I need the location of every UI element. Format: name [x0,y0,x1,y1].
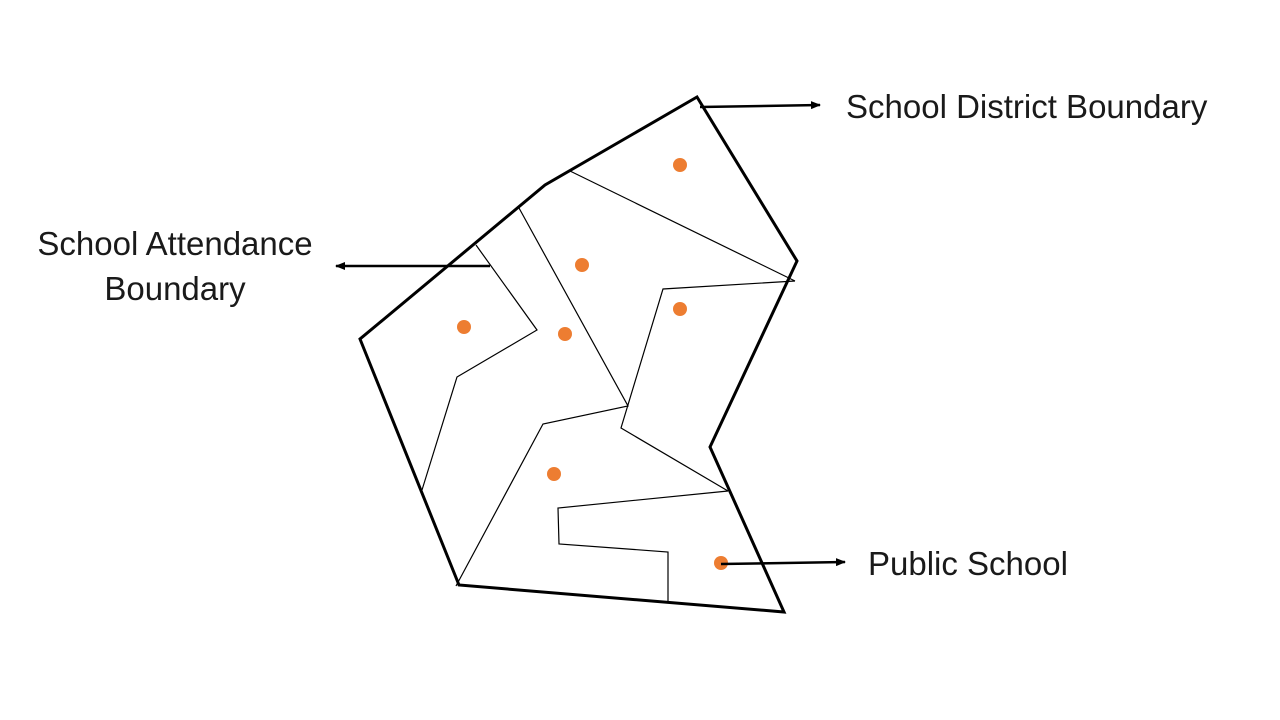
attendance-boundary-label-line2: Boundary [104,270,246,307]
district-boundary-label: School District Boundary [846,88,1208,125]
attendance-boundary-line [620,280,796,492]
public-schools [457,158,728,570]
public-school-dot [547,467,561,481]
attendance-boundary-line [421,244,538,491]
attendance-boundaries [421,170,796,602]
attendance-boundary-line [455,207,629,587]
school-district-boundary [358,94,799,614]
public-school-dot [673,158,687,172]
public-school-dot [673,302,687,316]
attendance-boundary-line [557,490,729,602]
public-school-dot [558,327,572,341]
attendance-boundary-label-line1: School Attendance [37,225,312,262]
public-school-label: Public School [868,545,1068,582]
attendance-boundary-line [569,170,796,282]
district-boundary-arrow [699,101,821,110]
public-school-arrow [720,558,846,567]
callout-arrows [335,101,846,567]
public-school-dot [457,320,471,334]
public-school-dot [575,258,589,272]
